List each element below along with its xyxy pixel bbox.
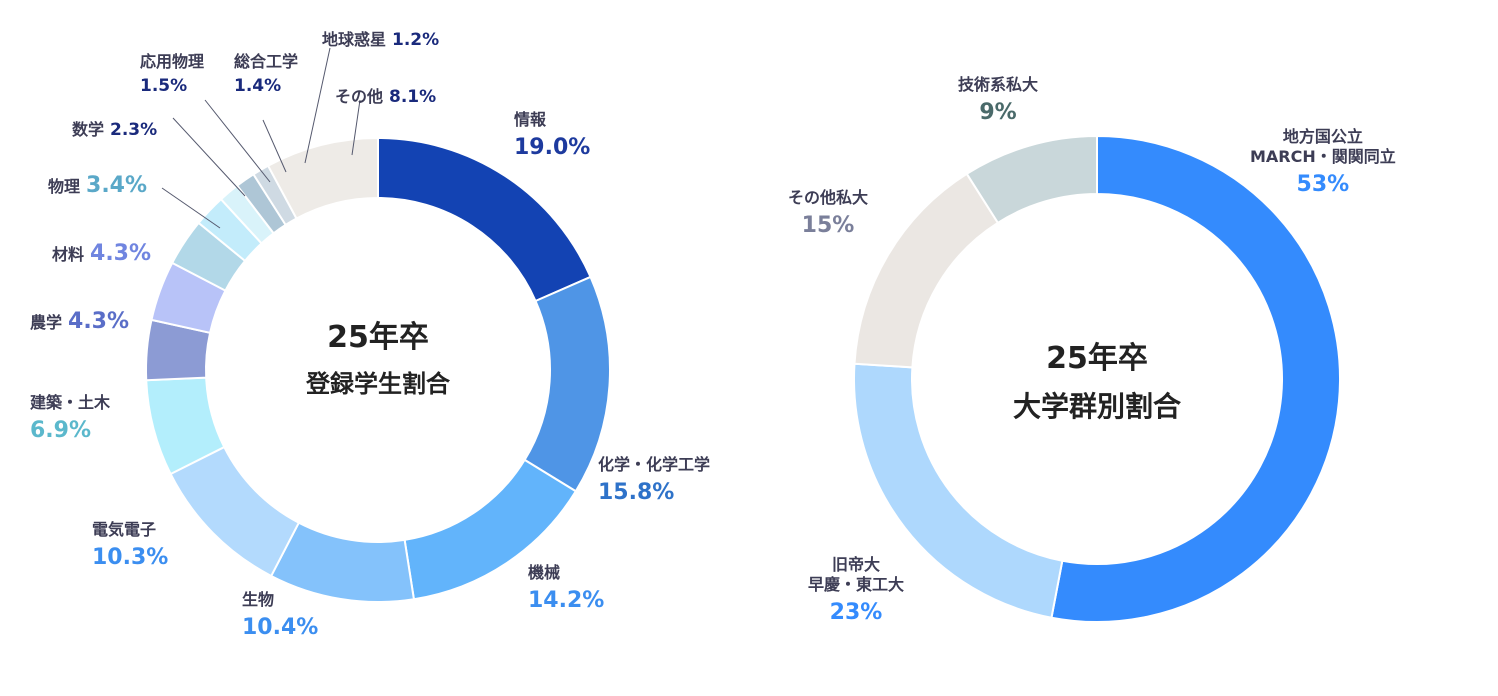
slice-value: 1.2% [392, 30, 440, 50]
slice-label: 電気電子 10.3% [92, 520, 168, 572]
slice-label: 数学 2.3% [72, 120, 157, 141]
leader-line [172, 117, 246, 197]
right-title: 25年卒 [1046, 341, 1148, 376]
slice-category: 情報 [514, 110, 547, 129]
slice-value: 1.4% [234, 76, 282, 96]
slice-category: 物理 [48, 177, 81, 196]
slice-category: 生物 [242, 590, 275, 609]
slice-category: 地方国公立 MARCH・関関同立 [1250, 127, 1396, 166]
slice-category: その他 [335, 87, 384, 106]
slice-value: 3.4% [86, 173, 148, 198]
slice-label: 生物 10.4% [242, 590, 318, 642]
slice-label: 材料 4.3% [52, 240, 151, 268]
slice-value: 10.4% [242, 615, 319, 640]
slice-category: 電気電子 [92, 520, 157, 539]
slice-category: 建築・土木 [30, 393, 111, 412]
left-subtitle: 登録学生割合 [306, 370, 450, 398]
slice-value: 14.2% [528, 588, 605, 613]
donut-slice-0-13 [266, 136, 379, 220]
slice-value: 1.5% [140, 76, 188, 96]
slice-label: その他私大 15% [788, 188, 868, 240]
slice-label: 機械 14.2% [528, 563, 604, 615]
donut-slice-1-2 [853, 172, 1000, 369]
slice-category: その他私大 [788, 188, 869, 207]
left-title: 25年卒 [327, 320, 429, 355]
slice-label: 化学・化学工学 15.8% [598, 455, 710, 507]
slice-label: 建築・土木 6.9% [30, 393, 110, 445]
slice-label: 物理 3.4% [48, 172, 147, 200]
slice-label: 情報 19.0% [514, 110, 590, 162]
leader-line [262, 119, 287, 173]
donut-slice-0-4 [169, 445, 301, 578]
slice-value: 2.3% [110, 120, 158, 140]
slice-value: 10.3% [92, 545, 169, 570]
leader-line [304, 47, 331, 164]
slice-value: 6.9% [30, 418, 92, 443]
slice-category: 地球惑星 [322, 30, 387, 49]
leader-line [351, 99, 361, 156]
slice-value: 53% [1296, 172, 1350, 197]
slice-category: 旧帝大 早慶・東工大 [808, 555, 905, 594]
right-center-label: 25年卒 大学群別割合 [987, 333, 1207, 425]
slice-label: 農学 4.3% [30, 308, 129, 336]
slice-value: 15.8% [598, 480, 675, 505]
slice-category: 総合工学 [234, 52, 299, 71]
slice-value: 15% [801, 213, 855, 238]
slice-label: 応用物理 1.5% [140, 52, 204, 97]
slice-category: 数学 [72, 120, 105, 139]
slice-label: 地方国公立 MARCH・関関同立 53% [1250, 127, 1396, 199]
slice-category: 材料 [52, 245, 85, 264]
left-center-label: 25年卒 登録学生割合 [278, 312, 478, 399]
slice-label: その他 8.1% [335, 87, 436, 108]
slice-label: 地球惑星 1.2% [322, 30, 439, 51]
slice-value: 9% [979, 100, 1017, 125]
slice-label: 旧帝大 早慶・東工大 23% [808, 555, 904, 627]
slice-category: 化学・化学工学 [598, 455, 711, 474]
slice-label: 総合工学 1.4% [234, 52, 298, 97]
slice-value: 23% [829, 600, 883, 625]
leader-line [161, 187, 221, 229]
leader-line [204, 99, 271, 183]
donut-slice-1-0 [1050, 134, 1341, 623]
slice-value: 4.3% [68, 309, 130, 334]
slice-value: 8.1% [389, 87, 437, 107]
slice-category: 技術系私大 [958, 75, 1039, 94]
slice-label: 技術系私大 9% [958, 75, 1038, 127]
donut-slice-0-0 [377, 136, 592, 303]
right-subtitle: 大学群別割合 [1012, 390, 1181, 423]
slice-category: 農学 [30, 313, 63, 332]
donut-slice-1-3 [965, 134, 1098, 225]
slice-value: 4.3% [90, 241, 152, 266]
slice-value: 19.0% [514, 135, 591, 160]
slice-category: 機械 [528, 563, 561, 582]
slice-category: 応用物理 [140, 52, 205, 71]
